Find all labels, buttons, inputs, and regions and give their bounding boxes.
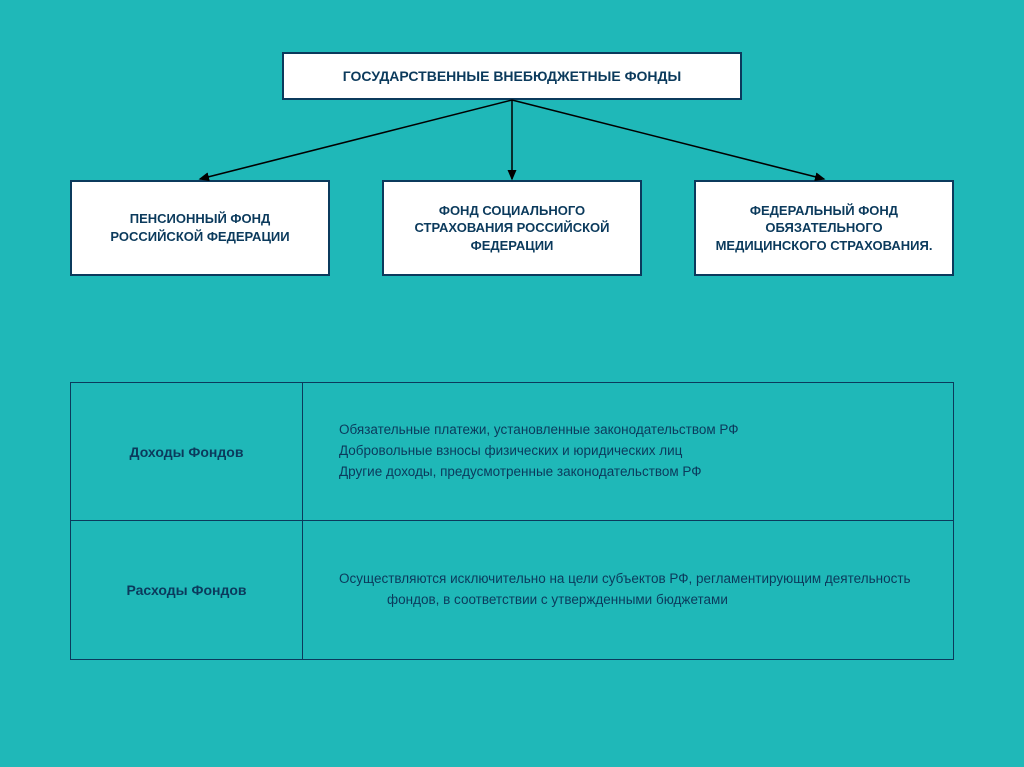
- edge: [200, 100, 512, 179]
- table-row: Расходы Фондов Осуществляются исключител…: [71, 521, 953, 659]
- row-body-incomes: Обязательные платежи, установленные зако…: [303, 383, 953, 520]
- income-line: Обязательные платежи, установленные зако…: [339, 420, 935, 441]
- root-node: ГОСУДАРСТВЕННЫЕ ВНЕБЮДЖЕТНЫЕ ФОНДЫ: [282, 52, 742, 100]
- expense-line: фондов, в соответствии с утвержденными б…: [339, 590, 935, 611]
- edge: [512, 100, 824, 179]
- row-header-incomes: Доходы Фондов: [71, 383, 303, 520]
- child-node-social-insurance-fund: ФОНД СОЦИАЛЬНОГО СТРАХОВАНИЯ РОССИЙСКОЙ …: [382, 180, 642, 276]
- row-header-expenses: Расходы Фондов: [71, 521, 303, 659]
- table-row: Доходы Фондов Обязательные платежи, уста…: [71, 383, 953, 521]
- funds-table: Доходы Фондов Обязательные платежи, уста…: [70, 382, 954, 660]
- income-line: Другие доходы, предусмотренные законодат…: [339, 462, 935, 483]
- child-node-medical-insurance-fund: ФЕДЕРАЛЬНЫЙ ФОНД ОБЯЗАТЕЛЬНОГО МЕДИЦИНСК…: [694, 180, 954, 276]
- expense-line: Осуществляются исключительно на цели суб…: [339, 569, 935, 590]
- row-body-expenses: Осуществляются исключительно на цели суб…: [303, 521, 953, 659]
- child-node-pension-fund: ПЕНСИОННЫЙ ФОНД РОССИЙСКОЙ ФЕДЕРАЦИИ: [70, 180, 330, 276]
- income-line: Добровольные взносы физических и юридиче…: [339, 441, 935, 462]
